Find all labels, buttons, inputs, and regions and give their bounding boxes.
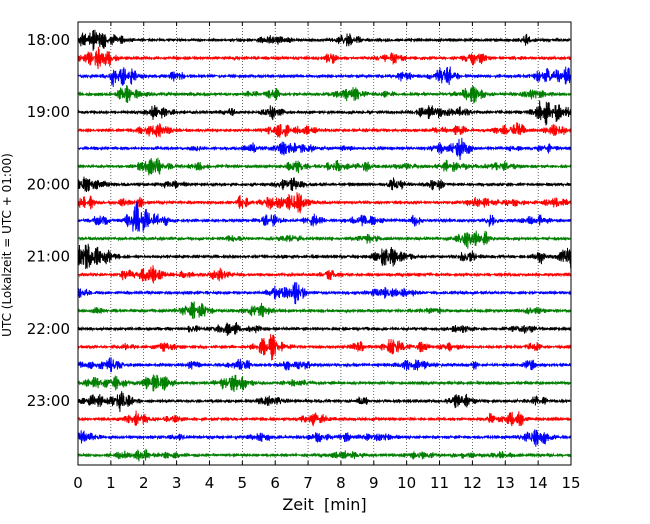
trace-1915 bbox=[77, 122, 572, 138]
trace-2130 bbox=[77, 282, 572, 305]
y-tick-label: 20:00 bbox=[27, 175, 70, 193]
trace-1815 bbox=[77, 47, 572, 70]
y-tick-label: 22:00 bbox=[27, 320, 70, 338]
plot-background bbox=[78, 22, 571, 465]
trace-2345 bbox=[77, 448, 572, 462]
trace-2230 bbox=[77, 357, 572, 373]
x-tick-label: 0 bbox=[73, 474, 83, 492]
x-tick-label: 2 bbox=[139, 474, 149, 492]
y-tick-label: 18:00 bbox=[27, 31, 70, 49]
y-axis-ticks: 18:00 19:00 20:00 21:00 22:00 23:00 bbox=[27, 31, 571, 410]
trace-2330 bbox=[77, 429, 572, 447]
trace-2115 bbox=[77, 265, 572, 284]
x-axis-label: Zeit [min] bbox=[282, 495, 366, 514]
trace-2300 bbox=[77, 391, 572, 412]
x-tick-label: 11 bbox=[430, 474, 449, 492]
x-axis-ticks: 0 1 2 3 4 5 6 7 8 9 10 11 12 13 14 15 bbox=[73, 22, 581, 492]
y-tick-label: 19:00 bbox=[27, 103, 70, 121]
trace-2015 bbox=[77, 192, 572, 214]
trace-2200 bbox=[77, 322, 572, 336]
trace-2000 bbox=[77, 176, 572, 193]
trace-2145 bbox=[77, 301, 572, 320]
trace-2030 bbox=[77, 201, 572, 232]
trace-1930 bbox=[77, 137, 572, 161]
x-tick-label: 13 bbox=[496, 474, 515, 492]
x-tick-label: 1 bbox=[106, 474, 116, 492]
x-tick-label: 5 bbox=[238, 474, 248, 492]
x-tick-label: 14 bbox=[529, 474, 548, 492]
trace-2045 bbox=[77, 230, 572, 249]
x-tick-label: 12 bbox=[463, 474, 482, 492]
trace-1945 bbox=[77, 157, 572, 176]
grid-lines bbox=[110, 22, 539, 465]
y-tick-label: 21:00 bbox=[27, 248, 70, 266]
y-axis-label: UTC (Lokalzeit = UTC + 01:00) bbox=[0, 153, 14, 337]
trace-1830 bbox=[77, 66, 572, 87]
x-tick-label: 9 bbox=[369, 474, 379, 492]
x-tick-label: 4 bbox=[205, 474, 215, 492]
x-tick-label: 8 bbox=[336, 474, 346, 492]
trace-2315 bbox=[77, 410, 572, 427]
trace-1800 bbox=[77, 29, 572, 51]
trace-2100 bbox=[77, 243, 572, 269]
x-tick-label: 6 bbox=[270, 474, 280, 492]
plot-frame bbox=[77, 21, 572, 466]
trace-1900 bbox=[77, 100, 572, 126]
y-tick-label: 23:00 bbox=[27, 392, 70, 410]
x-tick-label: 3 bbox=[172, 474, 182, 492]
x-tick-label: 7 bbox=[303, 474, 313, 492]
trace-2245 bbox=[77, 374, 572, 393]
x-tick-label: 10 bbox=[397, 474, 416, 492]
trace-group bbox=[77, 29, 572, 462]
x-tick-label: 15 bbox=[561, 474, 580, 492]
trace-1845 bbox=[77, 85, 572, 104]
trace-2215 bbox=[77, 334, 572, 361]
